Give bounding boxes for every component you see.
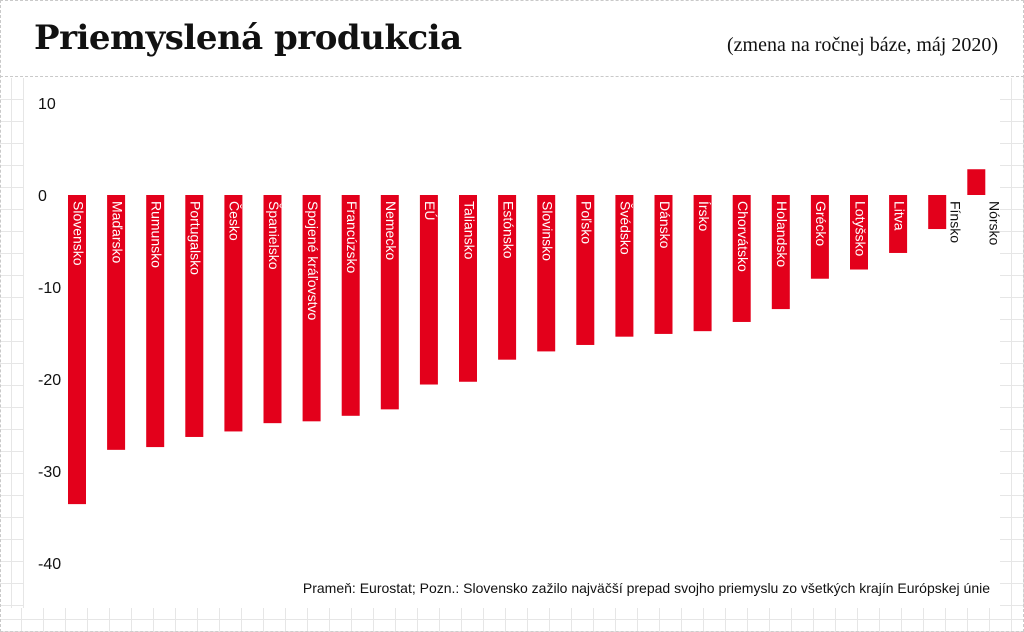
bar [498, 195, 517, 360]
bar [68, 195, 86, 505]
category-label: Holandsko [774, 201, 790, 267]
category-label: Slovinsko [539, 201, 555, 261]
bar [810, 195, 829, 279]
category-label: Španielsko [266, 201, 282, 270]
category-label: Nemecko [383, 201, 399, 260]
bar [107, 195, 126, 450]
y-tick-label: -30 [38, 464, 61, 481]
y-tick-label: 0 [38, 188, 47, 205]
category-label: Írsko [696, 201, 712, 232]
category-label: Portugalsko [188, 201, 204, 275]
category-label: Litva [891, 201, 907, 231]
y-tick-label: -40 [38, 556, 61, 573]
category-label: Nórsko [987, 201, 1000, 246]
right-grid-pattern [1000, 78, 1024, 608]
category-label: Poľsko [579, 201, 595, 244]
bar [419, 195, 438, 385]
source-footnote: Prameň: Eurostat; Pozn.: Slovensko zažil… [302, 580, 990, 596]
left-grid-pattern [0, 78, 24, 608]
bar [224, 195, 243, 432]
chart-title: Priemyslená produkcia [34, 18, 462, 58]
category-label: Slovensko [70, 201, 86, 266]
bar [263, 195, 282, 424]
category-label: EÚ [422, 201, 438, 220]
chart-subtitle: (zmena na ročnej báze, máj 2020) [727, 34, 998, 56]
bottom-grid-pattern [0, 608, 1024, 632]
bar [771, 195, 790, 310]
category-label: Fínsko [947, 201, 963, 243]
category-label: Spojené kráľovstvo [305, 201, 321, 320]
y-tick-label: -20 [38, 372, 61, 389]
bar [732, 195, 751, 322]
bar [928, 195, 947, 230]
bar [967, 169, 986, 195]
bar [380, 195, 399, 410]
bar [889, 195, 908, 253]
bar-chart: 10 0 -10 -20 -30 -40 Slovensko Maďarsko Rumunsko… [38, 96, 1000, 573]
category-label: Taliansko [461, 201, 477, 260]
bar [576, 195, 595, 345]
category-label: Dánsko [657, 201, 673, 249]
bar [459, 195, 477, 382]
bar [693, 195, 712, 332]
category-label: Lotyšsko [852, 201, 868, 256]
bar [615, 195, 634, 337]
bar [537, 195, 556, 352]
header-divider [0, 76, 1024, 77]
bar [654, 195, 673, 334]
y-tick-label: -10 [38, 280, 61, 297]
y-tick-label: 10 [38, 96, 56, 113]
bar [341, 195, 360, 416]
bar [185, 195, 204, 437]
category-label: Česko [227, 201, 243, 241]
category-label: Rumunsko [148, 201, 164, 268]
category-label: Švédsko [618, 201, 634, 255]
category-label: Grécko [813, 201, 829, 246]
category-label: Chorvátsko [735, 201, 751, 272]
bar [146, 195, 165, 448]
bar [302, 195, 321, 422]
bar [850, 195, 868, 270]
category-label: Estónsko [500, 201, 516, 259]
category-label: Francúzsko [344, 201, 360, 274]
plot-area: 10 0 -10 -20 -30 -40 Slovensko Maďarsko Rumunsko… [24, 78, 1000, 608]
category-label: Maďarsko [109, 201, 125, 264]
